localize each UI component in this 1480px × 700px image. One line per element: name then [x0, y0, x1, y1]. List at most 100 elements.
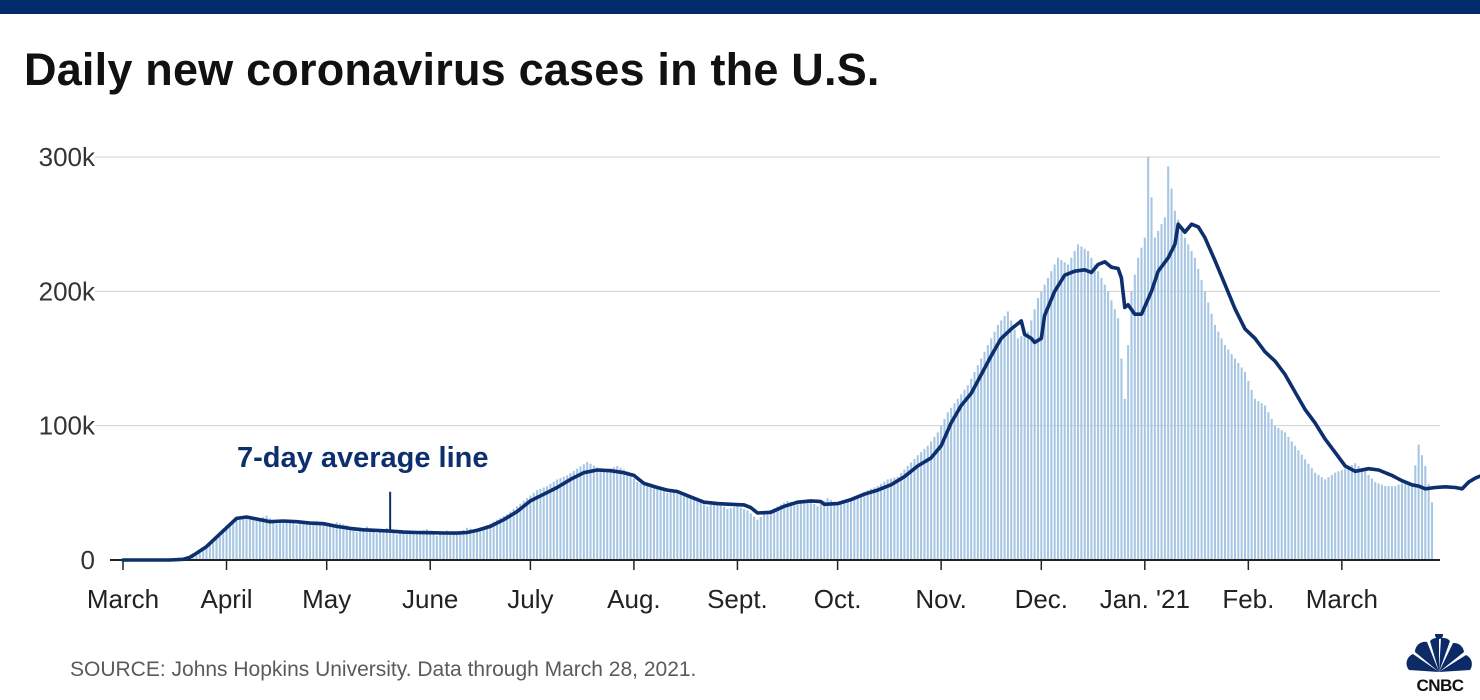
daily-case-bar — [1150, 197, 1153, 561]
daily-case-bar — [1237, 362, 1240, 560]
daily-case-bar — [225, 525, 228, 560]
daily-case-bar — [813, 504, 816, 560]
daily-case-bar — [1060, 259, 1063, 560]
daily-case-bar — [1053, 264, 1056, 560]
daily-case-bar — [429, 531, 432, 560]
daily-case-bar — [713, 503, 716, 560]
daily-case-bar — [1190, 251, 1193, 561]
daily-case-bar — [399, 533, 402, 560]
daily-case-bar — [1310, 468, 1313, 560]
daily-case-bar — [786, 500, 789, 560]
daily-case-bar — [1210, 313, 1213, 560]
daily-case-bar — [612, 467, 615, 560]
x-tick-label: Aug. — [607, 584, 661, 614]
daily-case-bar — [1280, 430, 1283, 560]
daily-case-bar — [679, 492, 682, 560]
daily-case-bar — [599, 468, 602, 560]
daily-case-bar — [930, 441, 933, 560]
daily-case-bar — [566, 475, 569, 560]
daily-case-bar — [382, 529, 385, 560]
daily-case-bar — [753, 516, 756, 560]
chart: 0 100k 200k 300k March April May June July Aug. Se… — [39, 142, 1480, 614]
daily-case-bar — [1370, 478, 1373, 560]
daily-case-bar — [516, 506, 519, 560]
daily-case-bar — [1006, 311, 1009, 560]
daily-case-bar — [1040, 291, 1043, 560]
daily-case-bar — [646, 486, 649, 560]
daily-case-bar — [482, 526, 485, 560]
daily-case-bar — [716, 502, 719, 560]
daily-case-bar — [639, 483, 642, 560]
daily-case-bar — [996, 324, 999, 560]
daily-case-bar — [205, 547, 208, 560]
daily-case-bar — [452, 533, 455, 560]
daily-case-bar — [749, 513, 752, 560]
daily-case-bar — [970, 378, 973, 560]
daily-case-bar — [499, 517, 502, 560]
daily-case-bar — [1013, 329, 1016, 560]
daily-case-bar — [1334, 472, 1337, 560]
daily-case-bar — [689, 498, 692, 560]
daily-case-bar — [208, 543, 211, 560]
daily-case-bar — [1257, 401, 1260, 560]
daily-case-bar — [766, 511, 769, 560]
daily-case-bar — [1364, 471, 1367, 560]
daily-case-bar — [1357, 465, 1360, 560]
daily-case-bar — [1003, 315, 1006, 560]
daily-case-bar — [743, 508, 746, 560]
daily-case-bar — [282, 521, 285, 560]
daily-case-bar — [422, 530, 425, 560]
daily-case-bar — [1080, 246, 1083, 561]
nbc-peacock-icon — [1406, 634, 1472, 672]
daily-case-bar — [1160, 224, 1163, 560]
daily-case-bar — [1203, 291, 1206, 560]
daily-case-bar — [329, 525, 332, 560]
daily-case-bar — [763, 514, 766, 560]
x-tick-label: March — [1306, 584, 1378, 614]
daily-case-bar — [1223, 345, 1226, 560]
daily-case-bar — [759, 517, 762, 560]
daily-case-bar — [699, 502, 702, 560]
daily-case-bar — [1207, 302, 1210, 560]
daily-case-bar — [258, 518, 261, 560]
daily-case-bar — [342, 524, 345, 560]
daily-case-bar — [435, 535, 438, 560]
daily-case-bar — [926, 445, 929, 560]
y-tick-label: 200k — [39, 276, 96, 306]
daily-case-bar — [873, 487, 876, 560]
daily-case-bar — [1260, 403, 1263, 560]
daily-case-bar — [462, 529, 465, 560]
daily-case-bar — [539, 488, 542, 560]
daily-case-bar — [823, 500, 826, 560]
daily-case-bar — [1290, 441, 1293, 560]
daily-case-bar — [502, 516, 505, 560]
daily-case-bar — [379, 531, 382, 560]
daily-case-bar — [589, 463, 592, 560]
brand-logo-text: CNBC — [1416, 676, 1464, 695]
daily-case-bar — [546, 486, 549, 560]
daily-case-bar — [586, 461, 589, 560]
daily-case-bar — [602, 469, 605, 560]
daily-case-bar — [202, 550, 205, 560]
daily-case-bar — [372, 530, 375, 560]
daily-case-bar — [395, 534, 398, 560]
x-tick-label: May — [302, 584, 351, 614]
daily-case-bar — [946, 412, 949, 560]
daily-case-bar — [1183, 237, 1186, 560]
daily-case-bar — [315, 521, 318, 560]
daily-case-bar — [352, 529, 355, 560]
daily-case-bar — [345, 525, 348, 560]
daily-case-bar — [228, 522, 231, 560]
daily-case-bar — [803, 500, 806, 560]
daily-case-bar — [298, 524, 302, 560]
daily-case-bar — [973, 371, 976, 560]
daily-case-bar — [662, 490, 665, 560]
daily-case-bar — [793, 502, 796, 560]
daily-case-bar — [1026, 331, 1029, 560]
daily-case-bar — [1170, 188, 1173, 560]
daily-case-bar — [1397, 484, 1400, 560]
x-tick-label: Dec. — [1015, 584, 1068, 614]
daily-case-bar — [465, 527, 468, 560]
daily-case-bar — [666, 492, 669, 560]
daily-case-bar — [769, 509, 772, 560]
